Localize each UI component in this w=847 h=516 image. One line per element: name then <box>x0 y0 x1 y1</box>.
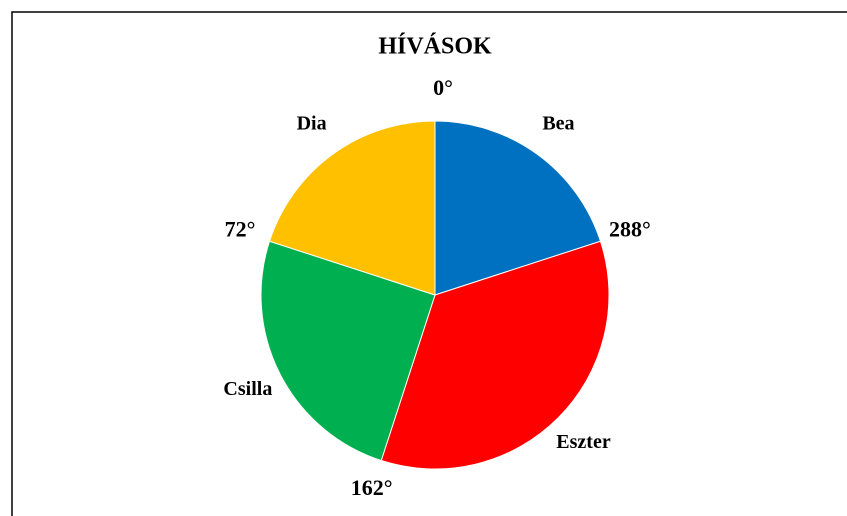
slice-label: Csilla <box>223 378 272 400</box>
slice-label: Eszter <box>556 431 611 453</box>
pie-slice <box>260 240 436 462</box>
angle-label: 162° <box>351 475 393 500</box>
angle-label: 0° <box>433 75 453 100</box>
angle-label: 72° <box>225 217 256 242</box>
slice-label: Dia <box>297 113 327 135</box>
slice-label: Bea <box>542 113 574 135</box>
pie-slice <box>380 240 610 470</box>
chart-title: HÍVÁSOK <box>378 34 492 60</box>
angle-label: 288° <box>609 217 651 242</box>
pie-slice <box>434 120 602 296</box>
pie-slice <box>268 120 436 296</box>
